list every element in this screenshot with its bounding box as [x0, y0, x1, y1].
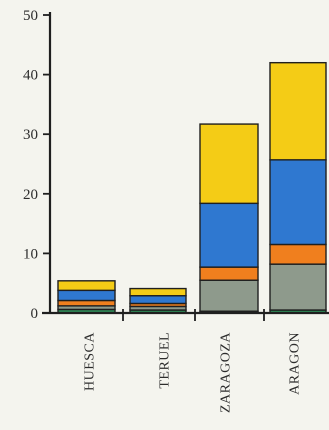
bar-segment-huesca-4 [57, 280, 116, 292]
y-tick-label-0: 0 [31, 306, 39, 322]
y-tick-label-30: 30 [23, 127, 38, 143]
bar-segment-huesca-3 [57, 289, 116, 302]
bar-segment-zaragoza-3 [199, 202, 259, 268]
bar-segment-zaragoza-4 [199, 123, 259, 205]
y-tick-label-40: 40 [23, 68, 38, 84]
category-label-zaragoza: ZARAGOZA [219, 332, 234, 413]
bar-segment-teruel-4 [129, 287, 187, 297]
y-tick-label-50: 50 [23, 8, 38, 24]
category-label-teruel: TERUEL [158, 332, 173, 389]
bar-segment-teruel-3 [129, 295, 187, 305]
bar-segment-aragon-1 [269, 263, 327, 311]
category-label-huesca: HUESCA [83, 332, 98, 391]
bar-segment-zaragoza-1 [199, 279, 259, 312]
y-tick-label-20: 20 [23, 187, 38, 203]
bar-segment-aragon-3 [269, 159, 327, 246]
labels-layer: 0 10 20 30 40 50 HUESCA TERUEL ZARAGOZA ARAGON [23, 8, 303, 413]
bars-layer [57, 61, 327, 314]
axes-layer [42, 12, 329, 321]
category-label-aragon: ARAGON [288, 332, 303, 395]
y-tick-label-10: 10 [23, 246, 38, 262]
bar-segment-zaragoza-2 [199, 266, 259, 281]
bar-segment-aragon-4 [269, 61, 327, 161]
bar-segment-huesca-2 [57, 299, 116, 307]
bar-segment-aragon-2 [269, 243, 327, 265]
